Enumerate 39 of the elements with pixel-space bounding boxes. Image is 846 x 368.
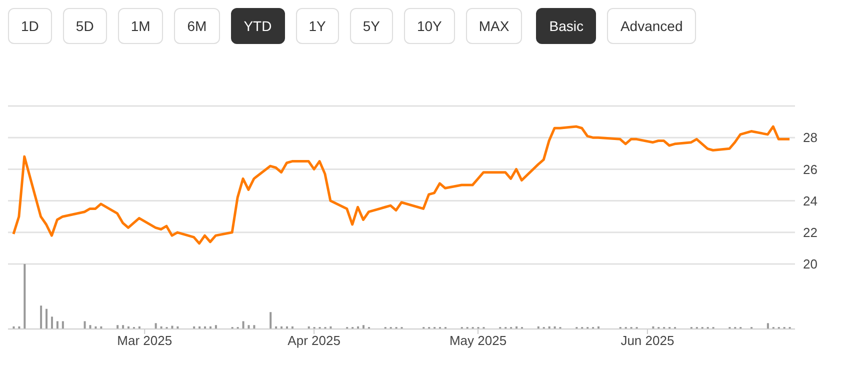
bar <box>116 325 119 329</box>
text: 5D <box>62 8 107 44</box>
bar <box>362 325 365 329</box>
text: 6M <box>174 8 220 44</box>
bar <box>62 321 64 329</box>
x-tick-label: Apr 2025 <box>288 333 340 348</box>
text: Advanced <box>607 8 696 44</box>
bar <box>84 321 86 329</box>
y-tick-label: 24 <box>803 193 818 208</box>
bar <box>214 325 217 329</box>
bar <box>270 312 272 329</box>
bar <box>46 308 48 329</box>
y-tick-label: 26 <box>803 162 818 177</box>
text: 5Y <box>350 8 393 44</box>
bar <box>56 321 58 329</box>
bar <box>253 325 256 329</box>
x-tick-label: May 2025 <box>449 333 507 348</box>
text: MAX <box>466 8 522 44</box>
bar <box>122 325 124 329</box>
bar <box>242 321 244 329</box>
text: Basic <box>536 8 596 44</box>
line-series <box>12 125 791 245</box>
text: 1M <box>118 8 164 44</box>
bar <box>154 323 157 329</box>
text: 10Y <box>404 8 455 44</box>
bar <box>766 323 769 329</box>
text: 1Y <box>296 8 339 44</box>
x-tick-label: Jun 2025 <box>620 333 674 348</box>
bar <box>248 325 250 329</box>
bar <box>50 316 53 329</box>
bar <box>24 264 26 329</box>
x-tick-label: Mar 2025 <box>117 333 172 348</box>
y-tick-label: 22 <box>803 225 818 240</box>
bar <box>89 325 92 329</box>
y-tick-label: 20 <box>803 256 818 272</box>
y-tick-label: 28 <box>803 130 818 146</box>
bar <box>40 306 42 329</box>
text: YTD <box>230 8 285 44</box>
text: 1D <box>8 8 52 44</box>
